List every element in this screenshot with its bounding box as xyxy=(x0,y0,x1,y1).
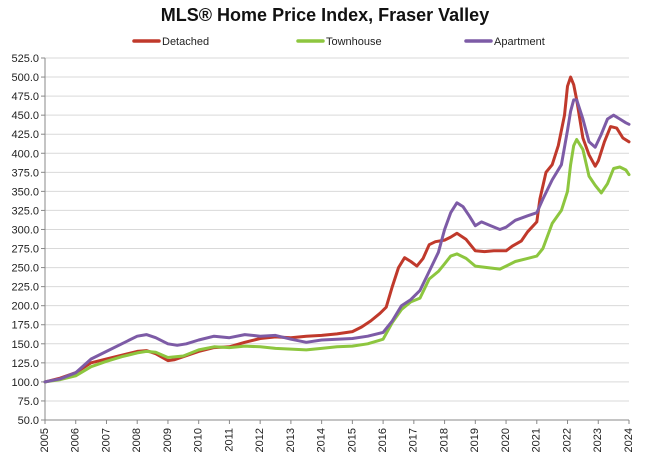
y-tick-label: 150.0 xyxy=(11,339,39,351)
x-tick-label: 2005 xyxy=(39,428,51,452)
y-tick-label: 525.0 xyxy=(11,53,39,65)
x-tick-label: 2020 xyxy=(500,428,512,452)
x-tick-label: 2024 xyxy=(623,428,635,452)
y-tick-label: 275.0 xyxy=(11,244,39,256)
chart-legend: Detached Townhouse Apartment xyxy=(132,36,545,48)
y-tick-label: 475.0 xyxy=(11,91,39,103)
y-tick-label: 400.0 xyxy=(11,148,39,160)
chart-axes xyxy=(44,58,629,421)
y-tick-label: 300.0 xyxy=(11,224,39,236)
gridlines xyxy=(45,57,629,421)
x-tick-label: 2007 xyxy=(100,428,112,452)
legend-label-detached: Detached xyxy=(162,36,209,48)
x-tick-label: 2010 xyxy=(193,428,205,452)
y-tick-label: 500.0 xyxy=(11,72,39,84)
y-tick-label: 375.0 xyxy=(11,167,39,179)
legend-label-townhouse: Townhouse xyxy=(326,36,382,48)
y-tick-label: 175.0 xyxy=(11,320,39,332)
x-tick-label: 2008 xyxy=(131,428,143,452)
legend-label-apartment: Apartment xyxy=(494,36,545,48)
y-tick-label: 125.0 xyxy=(11,358,39,370)
x-tick-label: 2009 xyxy=(162,428,174,452)
series-line-townhouse xyxy=(43,138,631,384)
x-tick-label: 2015 xyxy=(346,428,358,452)
y-tick-label: 450.0 xyxy=(11,110,39,122)
x-tick-label: 2019 xyxy=(469,428,481,452)
y-tick-label: 100.0 xyxy=(11,377,39,389)
x-axis-ticks: 2005 2006 2007 2008 2009 2010 2011 2012 2013 2014… xyxy=(39,420,635,452)
x-tick-label: 2012 xyxy=(254,428,266,452)
x-tick-label: 2011 xyxy=(223,428,235,452)
y-tick-label: 325.0 xyxy=(11,205,39,217)
x-tick-label: 2016 xyxy=(377,428,389,452)
y-axis-ticks: 50.0 75.0 100.0 125.0 150.0 175.0 200.0 225.0 25… xyxy=(11,53,45,427)
y-tick-label: 425.0 xyxy=(11,129,39,141)
y-tick-label: 50.0 xyxy=(18,415,39,427)
x-tick-label: 2017 xyxy=(408,428,420,452)
x-tick-label: 2014 xyxy=(316,428,328,452)
x-tick-label: 2018 xyxy=(438,428,450,452)
y-tick-label: 250.0 xyxy=(11,263,39,275)
y-tick-label: 200.0 xyxy=(11,301,39,313)
x-tick-label: 2013 xyxy=(285,428,297,452)
y-tick-label: 225.0 xyxy=(11,282,39,294)
x-tick-label: 2021 xyxy=(531,428,543,452)
series-lines xyxy=(43,75,631,384)
chart-title: MLS® Home Price Index, Fraser Valley xyxy=(161,5,489,25)
x-tick-label: 2022 xyxy=(561,428,573,452)
series-line-apartment xyxy=(43,98,631,384)
y-tick-label: 75.0 xyxy=(18,396,39,408)
y-tick-label: 350.0 xyxy=(11,186,39,198)
x-tick-label: 2006 xyxy=(70,428,82,452)
x-tick-label: 2023 xyxy=(592,428,604,452)
